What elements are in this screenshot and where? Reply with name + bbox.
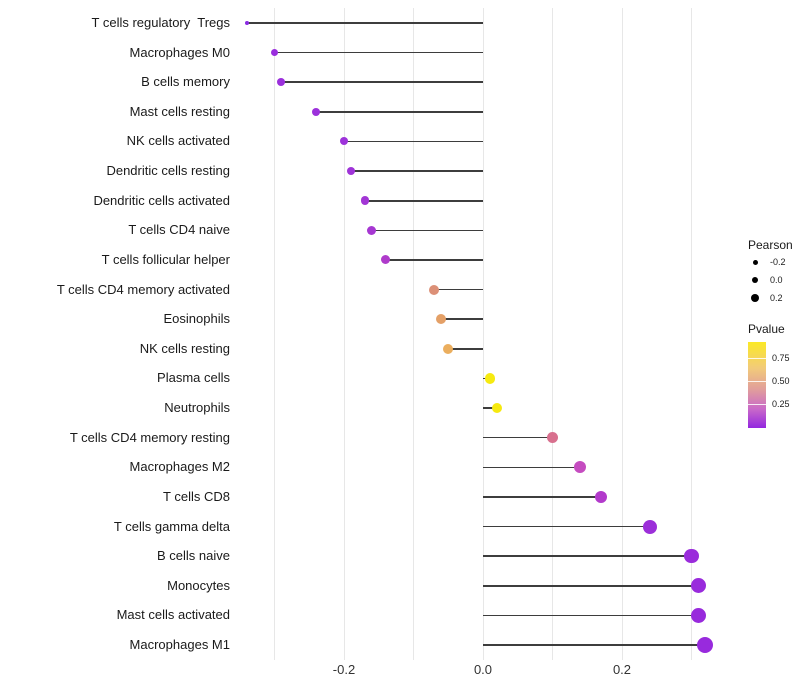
pvalue-gradient-bar	[748, 342, 766, 428]
lollipop-stem	[350, 170, 483, 172]
category-label: Dendritic cells resting	[106, 163, 230, 179]
lollipop-stem	[483, 496, 602, 498]
pearson-legend-label: 0.0	[770, 275, 783, 285]
lollipop-dot	[312, 107, 321, 116]
lollipop-stem	[483, 466, 581, 469]
gradient-tick	[748, 381, 766, 382]
category-label: T cells CD4 naive	[128, 222, 230, 238]
pearson-legend-label: 0.2	[770, 293, 783, 303]
lollipop-dot	[340, 137, 348, 146]
lollipop-stem	[483, 407, 497, 409]
lollipop-dot	[484, 373, 496, 384]
category-label: T cells CD4 memory resting	[69, 429, 230, 445]
lollipop-dot	[443, 343, 454, 354]
category-label: NK cells activated	[126, 133, 230, 149]
lollipop-dot	[346, 166, 356, 176]
category-label: Plasma cells	[157, 370, 230, 386]
category-label: T cells gamma delta	[113, 518, 230, 534]
category-label: Macrophages M1	[129, 637, 230, 653]
lollipop-dot	[491, 402, 503, 414]
category-label: T cells CD4 memory activated	[56, 281, 230, 297]
lollipop-dot	[367, 225, 377, 235]
pearson-legend-dot	[752, 259, 758, 265]
pearson-legend-label: -0.2	[770, 257, 786, 267]
lollipop-dot	[697, 637, 714, 654]
lollipop-stem	[274, 51, 483, 54]
lollipop-stem	[448, 348, 483, 350]
category-label: Macrophages M0	[129, 44, 230, 60]
category-label: B cells memory	[141, 74, 230, 90]
category-label: B cells naive	[157, 548, 230, 564]
lollipop-stem	[483, 555, 692, 557]
x-axis-tick-label: 0.2	[612, 662, 632, 677]
lollipop-stem	[483, 525, 650, 528]
category-label: T cells regulatory Tregs	[91, 15, 230, 30]
lollipop-dot	[684, 548, 699, 564]
category-label: NK cells resting	[139, 340, 230, 356]
lollipop-dot	[271, 49, 278, 57]
gridline	[274, 8, 275, 660]
gridline	[691, 8, 692, 660]
lollipop-stem	[316, 111, 483, 113]
lollipop-stem	[371, 229, 483, 232]
lollipop-stem	[434, 288, 483, 291]
lollipop-dot	[244, 21, 249, 25]
category-label: Eosinophils	[163, 311, 231, 327]
lollipop-stem	[246, 22, 483, 24]
lollipop-dot	[574, 461, 587, 474]
gradient-tick	[748, 358, 766, 359]
lollipop-dot	[277, 78, 286, 87]
lollipop-dot	[381, 255, 391, 265]
lollipop-dot	[429, 284, 440, 295]
gridline	[482, 8, 484, 660]
lollipop-stem	[483, 584, 699, 587]
category-label: T cells follicular helper	[101, 251, 230, 267]
x-axis-tick-label: 0.0	[473, 662, 493, 677]
lollipop-dot	[642, 519, 657, 534]
lollipop-stem	[483, 644, 706, 646]
category-label: Monocytes	[167, 577, 230, 593]
category-label: Neutrophils	[164, 400, 230, 416]
category-label: Mast cells resting	[129, 103, 230, 119]
pvalue-legend-label: 0.50	[772, 376, 790, 386]
pearson-legend-dot	[751, 294, 759, 302]
category-label: Dendritic cells activated	[93, 192, 230, 208]
lollipop-dot	[690, 578, 706, 594]
category-label: Macrophages M2	[129, 459, 230, 475]
gridline	[343, 8, 345, 660]
lollipop-dot	[690, 607, 707, 624]
gradient-tick	[748, 404, 766, 405]
category-label: T cells CD8	[163, 488, 230, 504]
lollipop-dot	[594, 490, 608, 504]
gridline	[621, 8, 623, 660]
x-axis-tick-label: -0.2	[332, 662, 356, 677]
lollipop-stem	[281, 81, 483, 84]
lollipop-stem	[385, 259, 483, 261]
lollipop-dot	[547, 432, 558, 444]
gridline	[413, 8, 414, 660]
lollipop-dot	[436, 314, 447, 325]
gridline	[552, 8, 553, 660]
category-label: Mast cells activated	[116, 607, 230, 623]
lollipop-stem	[483, 614, 699, 617]
lollipop-dot	[360, 196, 370, 205]
pvalue-legend-label: 0.75	[772, 353, 790, 363]
lollipop-stem	[344, 140, 483, 143]
pearson-legend-title: Pearson	[748, 238, 793, 252]
pvalue-legend-title: Pvalue	[748, 322, 785, 336]
lollipop-stem	[364, 199, 483, 202]
lollipop-stem	[441, 318, 483, 320]
pearson-legend-dot	[751, 276, 759, 284]
lollipop-stem	[483, 436, 553, 439]
pvalue-legend-label: 0.25	[772, 399, 790, 409]
